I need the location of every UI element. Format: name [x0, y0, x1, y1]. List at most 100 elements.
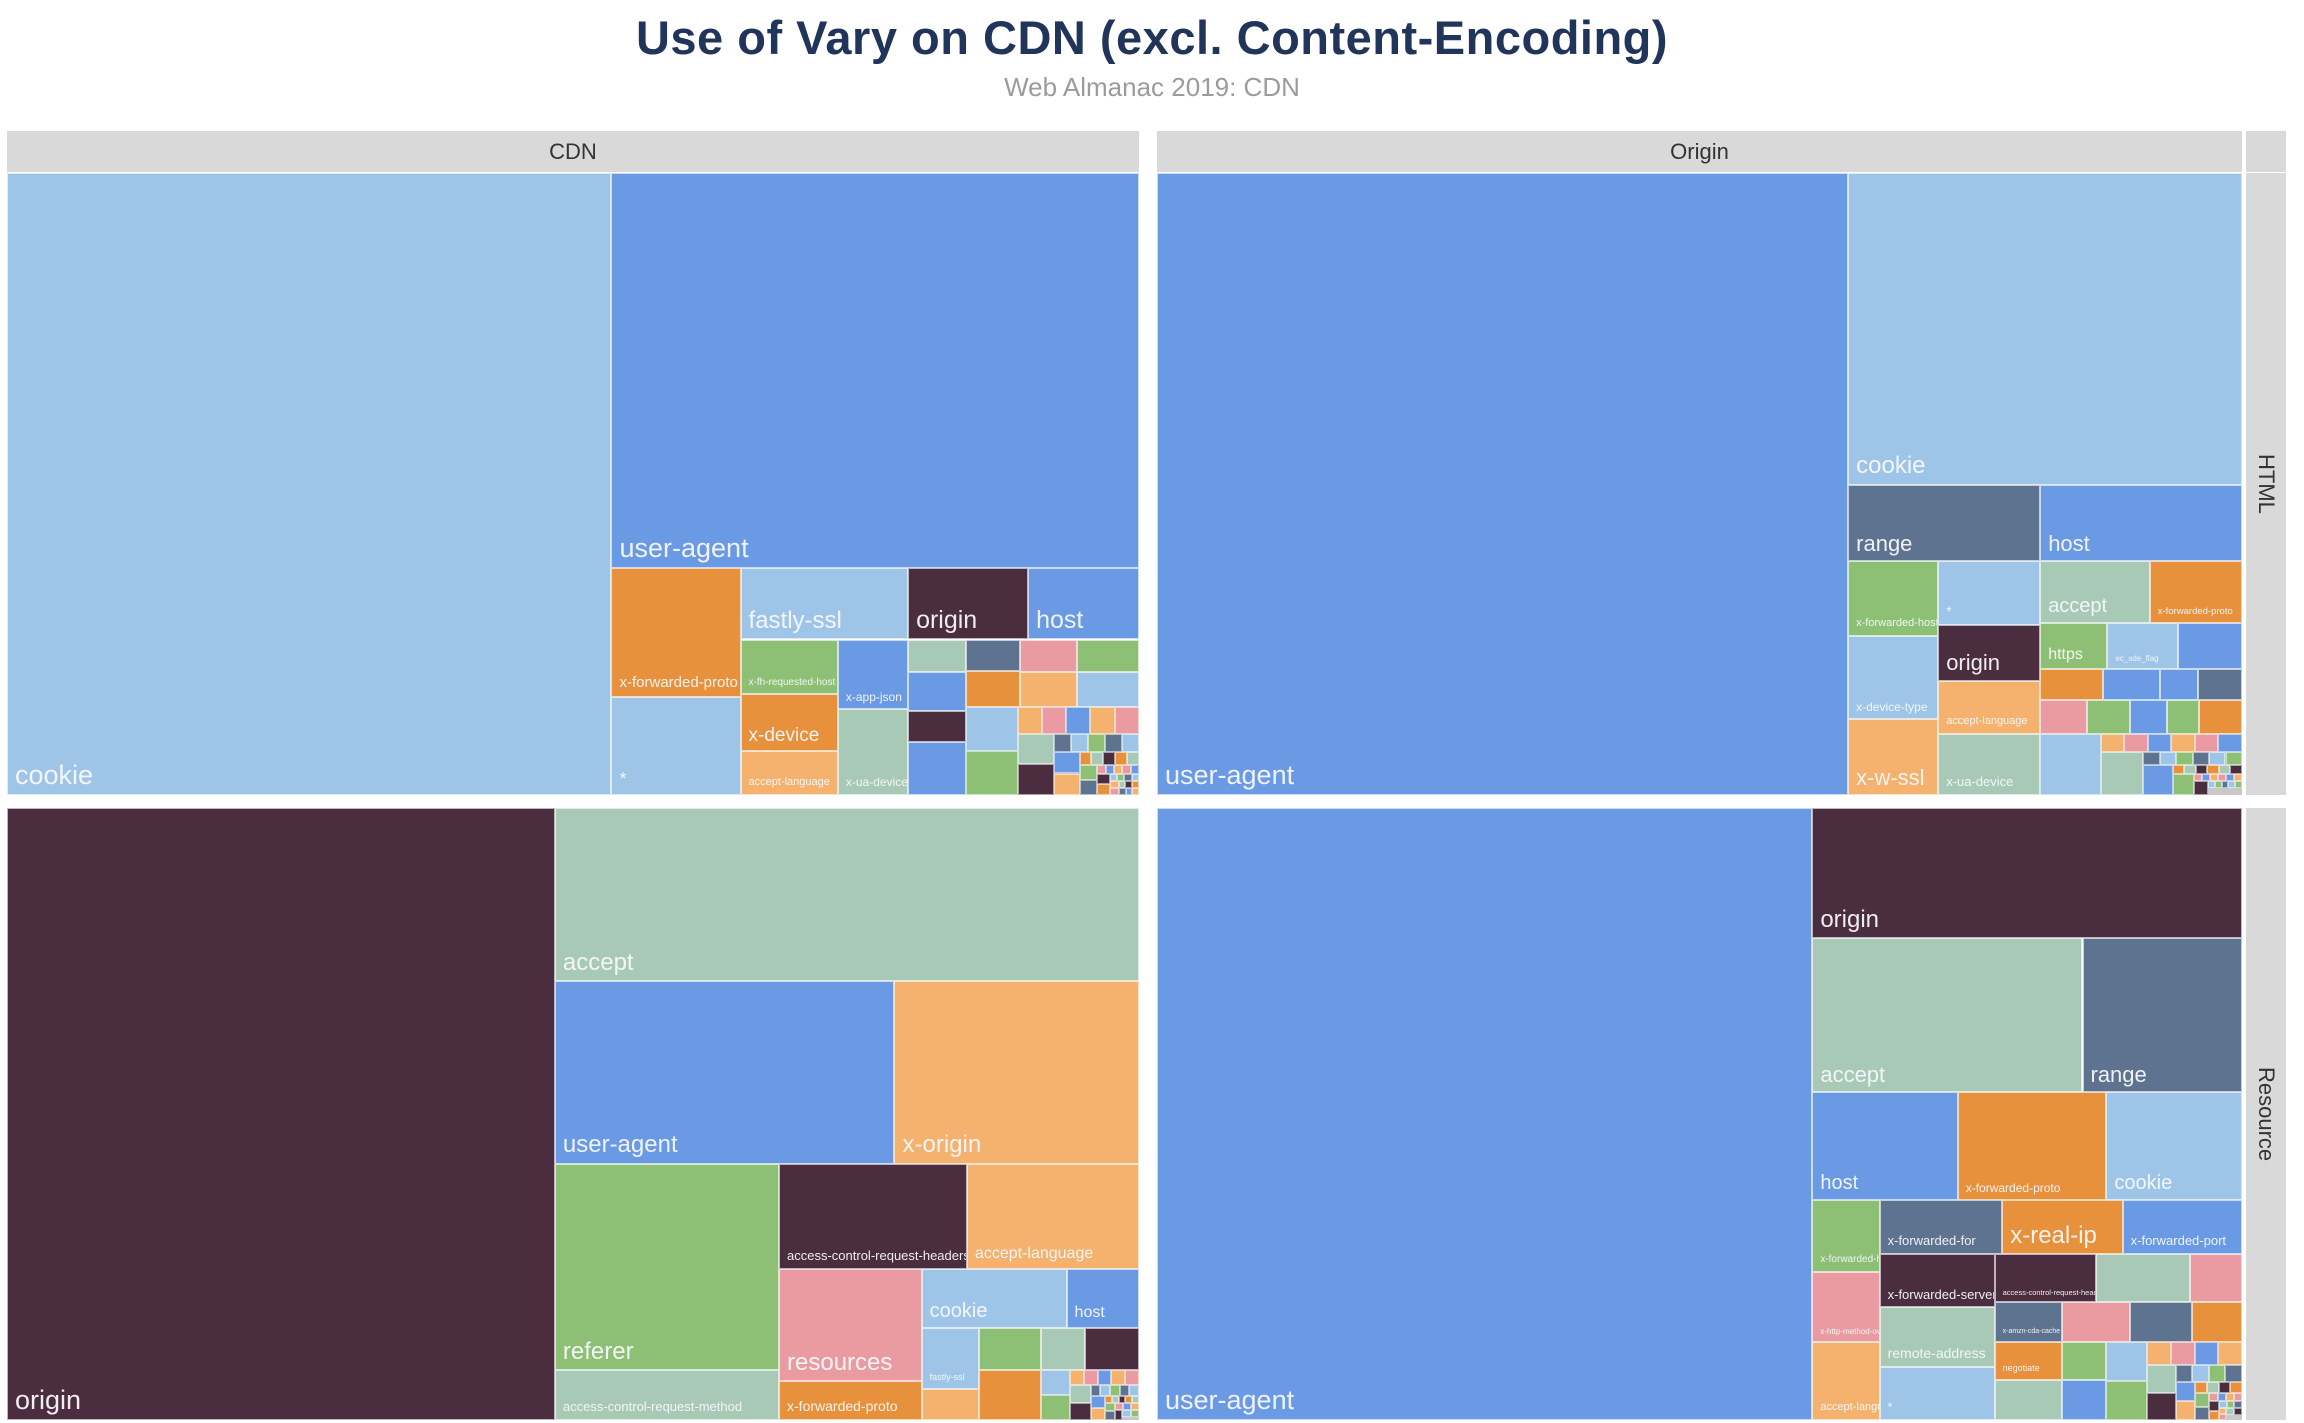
- treemap-mosaic-cell: [1109, 773, 1118, 781]
- treemap-cell-x-forwarded-proto: x-forwarded-proto: [611, 567, 741, 697]
- treemap-cell-label: fastly-ssl: [929, 1372, 965, 1383]
- treemap-cell-label: https: [2048, 645, 2083, 663]
- treemap-mosaic-cell: [1129, 1385, 1139, 1396]
- treemap-cell-label: x-real-ip: [2010, 1221, 2097, 1249]
- treemap-cell-label: host: [1074, 1303, 1105, 1321]
- treemap-mosaic-cell: [1040, 1395, 1071, 1420]
- treemap-mosaic-cell: [2175, 1381, 2196, 1401]
- treemap-mosaic-cell: [2235, 781, 2242, 789]
- treemap-mosaic-cell: [2040, 734, 2101, 795]
- treemap-cell: [2159, 669, 2198, 701]
- treemap-mosaic-cell: [1041, 707, 1067, 734]
- treemap-cell: [1084, 1327, 1139, 1371]
- treemap-mosaic-cell: [1131, 1402, 1139, 1410]
- treemap-cell-user-agent: user-agent: [1157, 173, 1849, 795]
- treemap-cell-x-real-ip: x-real-ip: [2002, 1200, 2123, 1255]
- treemap-cell-label: x-forwarded-host: [1820, 1254, 1878, 1266]
- treemap-cell-label: cookie: [15, 759, 94, 790]
- treemap-mosaic-cell: [2193, 781, 2209, 795]
- treemap-mosaic-cell: [1103, 752, 1116, 765]
- treemap-mosaic-cell: [2234, 1401, 2242, 1409]
- treemap-mosaic-cell: [1090, 1385, 1101, 1396]
- treemap-cell-referer: referer: [554, 1163, 779, 1370]
- treemap-cell: [1076, 639, 1139, 673]
- treemap-mosaic-cell: [1118, 787, 1126, 795]
- treemap-cell-*: *: [611, 696, 741, 795]
- treemap-cell-label: x-forwarded-server: [1887, 1286, 1995, 1302]
- facet-row-label-html: HTML: [2254, 454, 2279, 514]
- treemap-cell-label: referer: [562, 1337, 634, 1365]
- treemap-cell-x-ua-device: x-ua-device: [1938, 734, 2041, 795]
- treemap-mosaic-cell: [2201, 774, 2210, 782]
- treemap-cell-accept: accept: [2040, 561, 2150, 623]
- treemap-mosaic-cell: [1105, 1411, 1116, 1420]
- treemap-mosaic-cell: [2106, 1341, 2148, 1381]
- treemap-mosaic-cell: [1127, 752, 1139, 765]
- treemap-mosaic-cell: [2207, 765, 2219, 775]
- treemap-cell: [965, 639, 1021, 671]
- treemap-mosaic-cell: [1109, 780, 1119, 788]
- treemap-cell-label: x-forwarded-proto: [619, 673, 738, 691]
- treemap-cell-label: x-amzn-cda-cache: [2002, 1328, 2061, 1336]
- treemap-mosaic-cell: [2147, 734, 2172, 753]
- treemap-cell-label: access-control-request-headers: [2002, 1287, 2095, 1297]
- treemap-mosaic-cell: [1124, 773, 1132, 781]
- treemap-cell-accept: accept: [1812, 937, 2083, 1092]
- treemap-cell-x-forwarded-proto: x-forwarded-proto: [2149, 561, 2242, 623]
- treemap-cell-label: accept: [562, 949, 634, 976]
- treemap-cell: [908, 639, 966, 673]
- treemap-mosaic-cell: [2194, 1341, 2219, 1366]
- treemap-cell-label: x-fh-requested-host: [748, 676, 836, 688]
- treemap-mosaic-cell: [2208, 1365, 2226, 1382]
- treemap-mosaic-cell: [2218, 734, 2242, 753]
- treemap-cell-x-forwarded-server: x-forwarded-server: [1879, 1254, 1995, 1308]
- treemap-mosaic-cell: [2193, 774, 2202, 782]
- treemap-mosaic-cell: [1090, 707, 1115, 734]
- treemap-cell-label: x-app-json: [845, 689, 902, 704]
- treemap-cell-label: x-origin: [902, 1131, 982, 1159]
- treemap-mosaic-cell: [2159, 752, 2177, 766]
- treemap-cell-label: accept: [2048, 594, 2108, 617]
- treemap-mosaic-cell: [1109, 787, 1119, 795]
- treemap-mosaic-cell: [2207, 1381, 2219, 1394]
- treemap-mosaic-cell: [2100, 752, 2144, 795]
- treemap-cell: [2167, 700, 2199, 735]
- treemap-cell-x-w-ssl: x-w-ssl: [1848, 719, 1939, 795]
- treemap-mosaic-cell: [965, 751, 1018, 795]
- treemap-mosaic-cell: [1123, 1402, 1132, 1410]
- treemap-mosaic-cell: [1054, 733, 1072, 752]
- treemap-cell: [2061, 1302, 2131, 1342]
- treemap-mosaic-cell: [2175, 1365, 2193, 1382]
- treemap-cell-label: x-device: [748, 724, 820, 746]
- treemap-mosaic-cell: [2226, 1401, 2235, 1409]
- treemap-cell-x-amzn-cda-cache: x-amzn-cda-cache: [1994, 1302, 2062, 1342]
- treemap-cell-label: x-forwarded-proto: [787, 1398, 898, 1415]
- treemap-mosaic-cell: [1122, 764, 1131, 774]
- treemap-cell: [979, 1327, 1041, 1371]
- treemap-mosaic-cell: [1118, 1395, 1126, 1403]
- treemap-cell-label: access-control-request-method: [562, 1399, 743, 1415]
- treemap-mosaic-cell: [1070, 1370, 1084, 1386]
- treemap-cell-label: user-agent: [619, 532, 749, 563]
- treemap-mosaic-cell: [2209, 1410, 2220, 1420]
- treemap-mosaic-cell: [2225, 1365, 2242, 1382]
- treemap-mosaic-cell: [1115, 1402, 1124, 1410]
- treemap-cell-access-control-request-method: access-control-request-method: [554, 1369, 779, 1420]
- facet-column-header-cdn: CDN: [7, 131, 1139, 172]
- treemap-mosaic-cell: [1130, 1409, 1139, 1417]
- treemap-cell: [2130, 1302, 2193, 1342]
- treemap-cell-label: access-control-request-headers: [787, 1248, 967, 1264]
- treemap-cell: [1040, 1327, 1085, 1371]
- treemap-cell: [908, 742, 966, 795]
- treemap-cell-label: x-w-ssl: [1856, 764, 1925, 790]
- treemap-mosaic-cell: [2192, 752, 2209, 766]
- treemap-cell-fastly-ssl: fastly-ssl: [740, 567, 909, 640]
- treemap-cell-label: user-agent: [1165, 759, 1295, 790]
- treemap-cell-label: range: [2090, 1061, 2147, 1087]
- treemap-mosaic-cell: [1125, 787, 1133, 795]
- treemap-mosaic-cell: [1090, 1395, 1106, 1408]
- treemap-mosaic-cell: [1111, 1370, 1126, 1386]
- treemap-cell-host: host: [1066, 1268, 1139, 1328]
- treemap-mosaic-cell: [2209, 1393, 2218, 1402]
- treemap-mosaic-cell: [2209, 774, 2218, 782]
